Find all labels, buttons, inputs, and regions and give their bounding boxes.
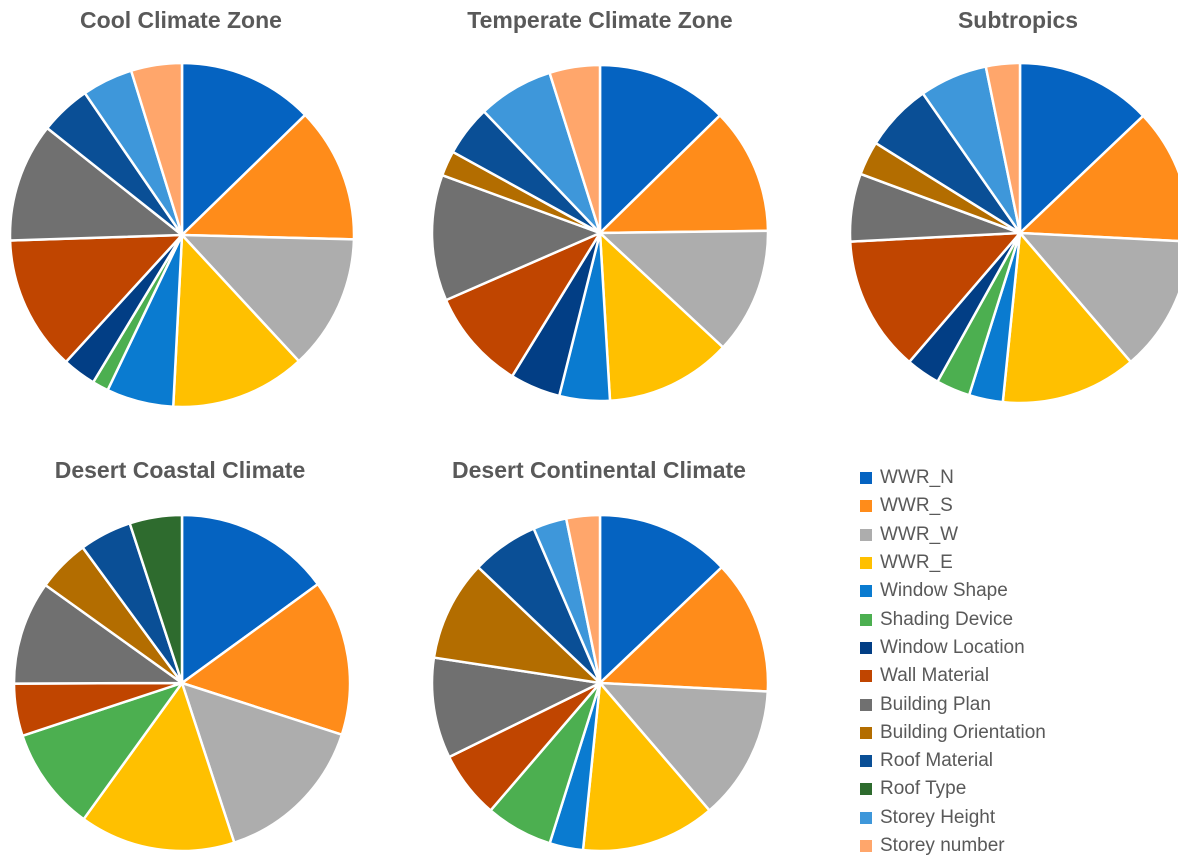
pie-slice-wwr-w xyxy=(180,233,356,363)
pie-slice-building-orientation xyxy=(432,566,602,685)
legend-swatch xyxy=(860,670,872,683)
pie-slice-wwr-e xyxy=(1001,231,1132,405)
pie-slice-building-plan xyxy=(12,583,184,685)
pie-slice-wwr-s xyxy=(598,114,770,235)
legend-label: Window Location xyxy=(880,636,1025,658)
legend-label: Storey number xyxy=(880,835,1005,856)
legend-item-building-orientation: Building Orientation xyxy=(860,719,1046,747)
pie-slice-wwr-n xyxy=(598,513,724,685)
chart-title-temperate: Temperate Climate Zone xyxy=(467,7,733,33)
legend-label: WWR_E xyxy=(880,552,953,574)
pie-chart-subtropics xyxy=(848,61,1178,405)
legend-item-wall-material: Wall Material xyxy=(860,662,1046,690)
chart-title-desert-coastal: Desert Coastal Climate xyxy=(54,457,306,483)
legend-item-roof-material: Roof Material xyxy=(860,747,1046,775)
legend-swatch xyxy=(860,641,872,654)
legend-swatch xyxy=(860,726,872,739)
legend-label: Roof Type xyxy=(880,778,967,800)
pie-slice-wwr-w xyxy=(1018,231,1178,364)
pie-slice-wwr-n xyxy=(598,63,722,235)
pie-slice-wwr-e xyxy=(598,231,725,402)
legend-item-wwr-n: WWR_N xyxy=(860,464,1046,492)
pie-slice-wwr-w xyxy=(598,681,770,812)
pie-slice-wwr-e xyxy=(171,233,301,409)
legend-item-storey-height: Storey Height xyxy=(860,804,1046,832)
legend-swatch xyxy=(860,528,872,541)
legend-item-wwr-s: WWR_S xyxy=(860,492,1046,520)
chart-title-cool: Cool Climate Zone xyxy=(80,7,282,33)
legend-label: WWR_S xyxy=(880,495,953,517)
legend-item-shading-device: Shading Device xyxy=(860,605,1046,633)
pie-slice-wall-material xyxy=(444,231,602,378)
pie-slice-wwr-e xyxy=(581,681,711,853)
pie-slice-wall-material xyxy=(8,233,184,364)
pie-slice-building-plan xyxy=(8,126,184,242)
pie-slice-shading-device xyxy=(21,681,184,821)
legend-swatch xyxy=(860,500,872,513)
chart-title-desert-continental: Desert Continental Climate xyxy=(452,457,746,483)
legend-swatch xyxy=(860,698,872,711)
pie-chart-desert-continental xyxy=(430,513,770,853)
legend-item-wwr-w: WWR_W xyxy=(860,521,1046,549)
pie-slice-building-plan xyxy=(430,173,602,302)
legend-label: WWR_W xyxy=(880,523,959,545)
pie-slice-wwr-s xyxy=(180,582,352,736)
legend-item-storey-number: Storey number xyxy=(860,832,1046,860)
pie-slice-wall-material xyxy=(848,231,1022,364)
pie-slice-storey-number xyxy=(129,61,184,237)
pie-slice-storey-number xyxy=(984,61,1022,235)
legend-swatch xyxy=(860,755,872,768)
pie-slice-storey-number xyxy=(564,513,602,685)
pie-slice-building-plan xyxy=(430,656,602,759)
pie-slice-roof-type xyxy=(128,513,184,685)
pie-slice-wwr-n xyxy=(1018,61,1145,235)
legend-item-window-location: Window Location xyxy=(860,634,1046,662)
pie-slice-wwr-n xyxy=(180,513,320,685)
pie-slice-wwr-s xyxy=(180,113,356,241)
legend-item-roof-type: Roof Type xyxy=(860,775,1046,803)
legend-label: Window Shape xyxy=(880,580,1008,602)
legend-label: Building Orientation xyxy=(880,721,1046,743)
pie-slice-wwr-w xyxy=(598,229,770,349)
legend-label: Building Plan xyxy=(880,693,991,715)
legend-label: Wall Material xyxy=(880,665,990,687)
legend-item-wwr-e: WWR_E xyxy=(860,549,1046,577)
pie-chart-cool xyxy=(8,61,356,409)
legend-swatch xyxy=(860,783,872,796)
pie-slice-wwr-n xyxy=(180,61,307,237)
pie-slice-wwr-e xyxy=(82,681,236,853)
legend-item-building-plan: Building Plan xyxy=(860,690,1046,718)
legend-label: Roof Material xyxy=(880,750,993,772)
legend-label: WWR_N xyxy=(880,467,954,489)
pie-chart-temperate xyxy=(430,63,770,403)
pie-slice-wwr-s xyxy=(1018,114,1178,243)
pie-chart-desert-coastal xyxy=(12,513,352,853)
legend-swatch xyxy=(860,811,872,824)
legend: WWR_N WWR_S WWR_W WWR_E Window Shape Sha… xyxy=(860,464,1046,860)
legend-swatch xyxy=(860,557,872,570)
legend-swatch xyxy=(860,840,872,852)
chart-title-subtropics: Subtropics xyxy=(957,7,1079,33)
legend-label: Storey Height xyxy=(880,806,996,828)
pie-slice-storey-number xyxy=(548,63,602,235)
legend-item-window-shape: Window Shape xyxy=(860,577,1046,605)
legend-swatch xyxy=(860,613,872,626)
legend-label: Shading Device xyxy=(880,608,1014,630)
legend-swatch xyxy=(860,472,872,485)
pie-slice-wwr-s xyxy=(598,566,770,693)
legend-swatch xyxy=(860,585,872,598)
